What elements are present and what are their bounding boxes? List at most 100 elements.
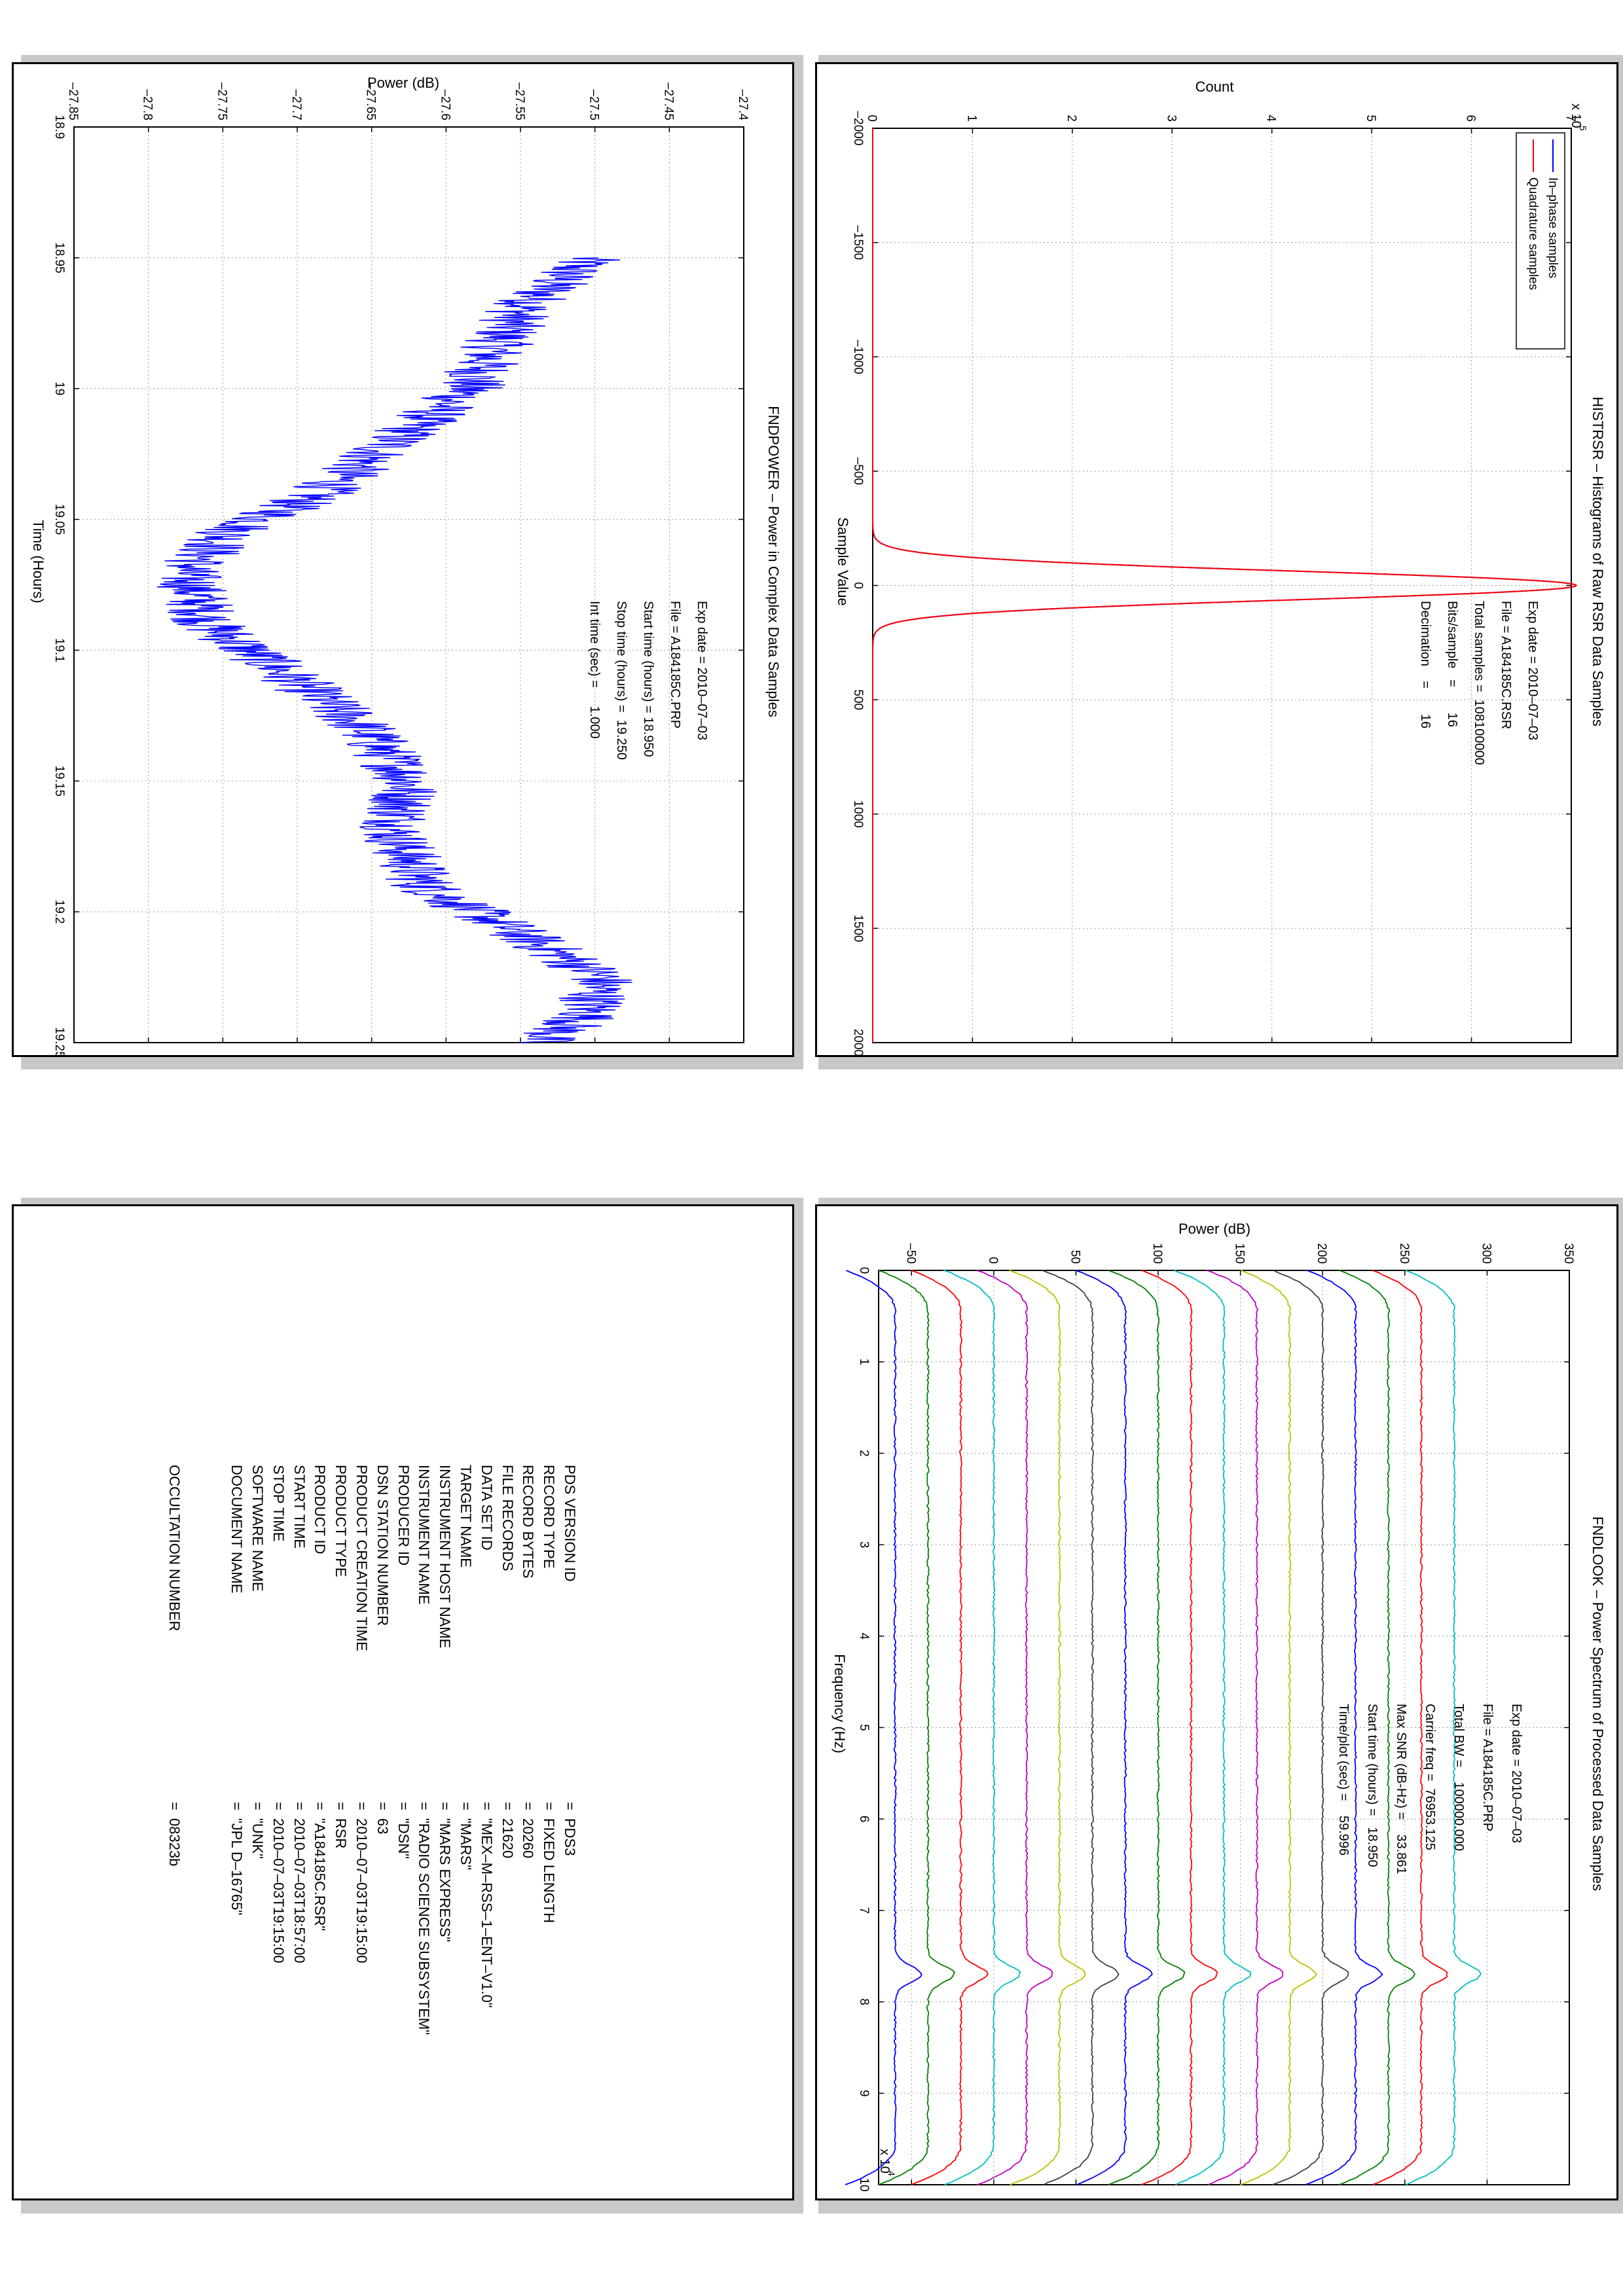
spectrum-trace: [1272, 1270, 1349, 2185]
pds-equals: [185, 1802, 206, 1810]
pds-equals: =: [541, 1802, 558, 1810]
x-tick-label: 19.25: [52, 1027, 66, 1057]
info-text: Decimation = 16: [1418, 601, 1432, 728]
pds-value: 20260: [520, 1818, 537, 1859]
x-tick-label: –2000: [851, 111, 865, 146]
info-text: Total BW = 100000.000: [1451, 1704, 1466, 1851]
x-tick-label: 19.2: [52, 900, 66, 924]
info-text: Bits/sample = 16: [1445, 601, 1459, 727]
chart-title: FNDPOWER – Power in Complex Data Samples: [765, 406, 782, 717]
pds-equals: =: [374, 1802, 391, 1810]
y-tick-label: –27.75: [215, 82, 228, 120]
x-tick-label: 1: [857, 1358, 871, 1365]
pds-key: [185, 1465, 206, 1651]
pds-key: SOFTWARE NAME: [249, 1465, 266, 1592]
spectrum-trace: [1042, 1270, 1120, 2185]
spectrum-trace: [1075, 1270, 1153, 2185]
y-axis-label: Count: [1195, 79, 1234, 95]
x-tick-label: 19.05: [52, 504, 66, 535]
pds-key: PRODUCT TYPE: [333, 1465, 350, 1577]
y-tick-label: –27.6: [438, 89, 452, 120]
pds-equals: =: [458, 1802, 475, 1810]
series-line: [872, 128, 1578, 1043]
pds-value: 2010–07–03T19:15:00: [270, 1818, 287, 1964]
y-tick-label: 4: [1264, 115, 1278, 122]
y-tick-label: 3: [1164, 115, 1178, 122]
pds-key: RECORD TYPE: [541, 1465, 558, 1569]
x-tick-label: 6: [857, 1816, 871, 1823]
pds-value: 2010–07–03T19:15:00: [354, 1818, 371, 1964]
legend-label: In–phase samples: [1546, 177, 1559, 278]
pds-key: TARGET NAME: [458, 1465, 475, 1568]
info-text: Time/plot (sec) = 59.996: [1336, 1704, 1351, 1856]
fndlook-panel: FNDLOOK – Power Spectrum of Processed Da…: [815, 1204, 1618, 2200]
pds-equals: =: [562, 1802, 578, 1810]
info-text: Exp date = 2010–07–03: [1525, 601, 1540, 740]
x-tick-label: 19.15: [52, 766, 66, 797]
x-tick-label: 3: [857, 1541, 871, 1549]
info-text: Stop time (hours) = 19.250: [614, 601, 629, 760]
y-tick-label: 100: [1150, 1243, 1164, 1264]
spectrum-trace: [1239, 1270, 1317, 2185]
fndpower-chart: FNDPOWER – Power in Complex Data Samples…: [30, 75, 782, 1057]
y-tick-label: –27.8: [141, 89, 155, 120]
pds-key: [206, 1465, 227, 1651]
pds-key: PRODUCER ID: [395, 1465, 412, 1566]
y-axis-label: Power (dB): [367, 75, 439, 91]
chart-title: HISTRSR – Histograms of Raw RSR Data Sam…: [1590, 397, 1606, 726]
spectrum-trace: [976, 1270, 1053, 2185]
pds-value: "A184185C.RSR": [312, 1818, 329, 1931]
plot-frame: [73, 126, 744, 1043]
pds-value: 2010–07–03T18:57:00: [291, 1818, 308, 1964]
y-tick-label: 7: [1563, 115, 1577, 122]
pds-value: "UNK": [249, 1818, 266, 1859]
pds-value: "RADIO SCIENCE SUBSYSTEM": [416, 1818, 433, 2036]
pds-key: FILE RECORDS: [499, 1465, 516, 1571]
pds-equals: =: [333, 1802, 350, 1810]
x-axis-label: Frequency (Hz): [831, 1654, 848, 1753]
x-tick-label: 1500: [851, 914, 865, 942]
spectrum-trace: [943, 1270, 1021, 2185]
info-text: Max SNR (dB-Hz) = 33.861: [1394, 1704, 1408, 1874]
y-tick-label: 50: [1068, 1250, 1082, 1264]
y-tick-label: –27.85: [66, 82, 80, 120]
pds-value: [185, 1818, 206, 2035]
pds-key: STOP TIME: [270, 1465, 287, 1542]
pds-key: RECORD BYTES: [520, 1465, 537, 1579]
pds-value: [206, 1818, 227, 2035]
pds-equals: [206, 1802, 227, 1810]
spectrum-trace: [1009, 1270, 1086, 2185]
chart-title: FNDLOOK – Power Spectrum of Processed Da…: [1590, 1516, 1606, 1891]
x-axis-label: Sample Value: [835, 517, 851, 605]
y-tick-label: –27.65: [364, 82, 378, 120]
info-text: File = A184185C.PRP: [668, 601, 682, 728]
x-tick-label: 2: [857, 1450, 871, 1457]
pds-equals: =: [228, 1802, 246, 1810]
y-tick-label: –50: [903, 1243, 917, 1264]
x-tick-label: –500: [851, 457, 865, 485]
info-text: File = A184185C.PRP: [1480, 1704, 1495, 1831]
pds-key: PDS VERSION ID: [562, 1465, 578, 1582]
y-tick-label: –27.5: [587, 89, 601, 120]
y-tick-label: 2: [1065, 115, 1078, 122]
x-tick-label: 19.1: [52, 638, 66, 662]
exponent-base: x 10: [1569, 103, 1583, 128]
x-tick-label: 19: [52, 382, 66, 395]
x-tick-label: 10: [857, 2178, 871, 2191]
pds-value: "DSN": [395, 1818, 412, 1859]
histrsr-chart: HISTRSR – Histograms of Raw RSR Data Sam…: [835, 79, 1606, 1055]
pds-equals-column: = = = = = = = = = = = = = = = = = =: [164, 1802, 580, 1810]
y-tick-label: 0: [865, 115, 879, 122]
spectrum-trace: [1207, 1270, 1284, 2185]
spectrum-trace: [845, 1270, 922, 2185]
pds-value: FIXED LENGTH: [541, 1818, 558, 1924]
y-tick-label: 5: [1364, 115, 1377, 122]
spectrum-trace: [1338, 1270, 1415, 2185]
y-tick-label: 1: [964, 115, 978, 122]
y-tick-label: 350: [1561, 1243, 1575, 1264]
y-tick-label: 250: [1397, 1243, 1411, 1264]
x-tick-label: 9: [857, 2090, 871, 2097]
pds-key: START TIME: [291, 1465, 308, 1549]
info-text: Carrier freq = 76953.125: [1423, 1704, 1437, 1850]
x-tick-label: 0: [857, 1267, 871, 1274]
